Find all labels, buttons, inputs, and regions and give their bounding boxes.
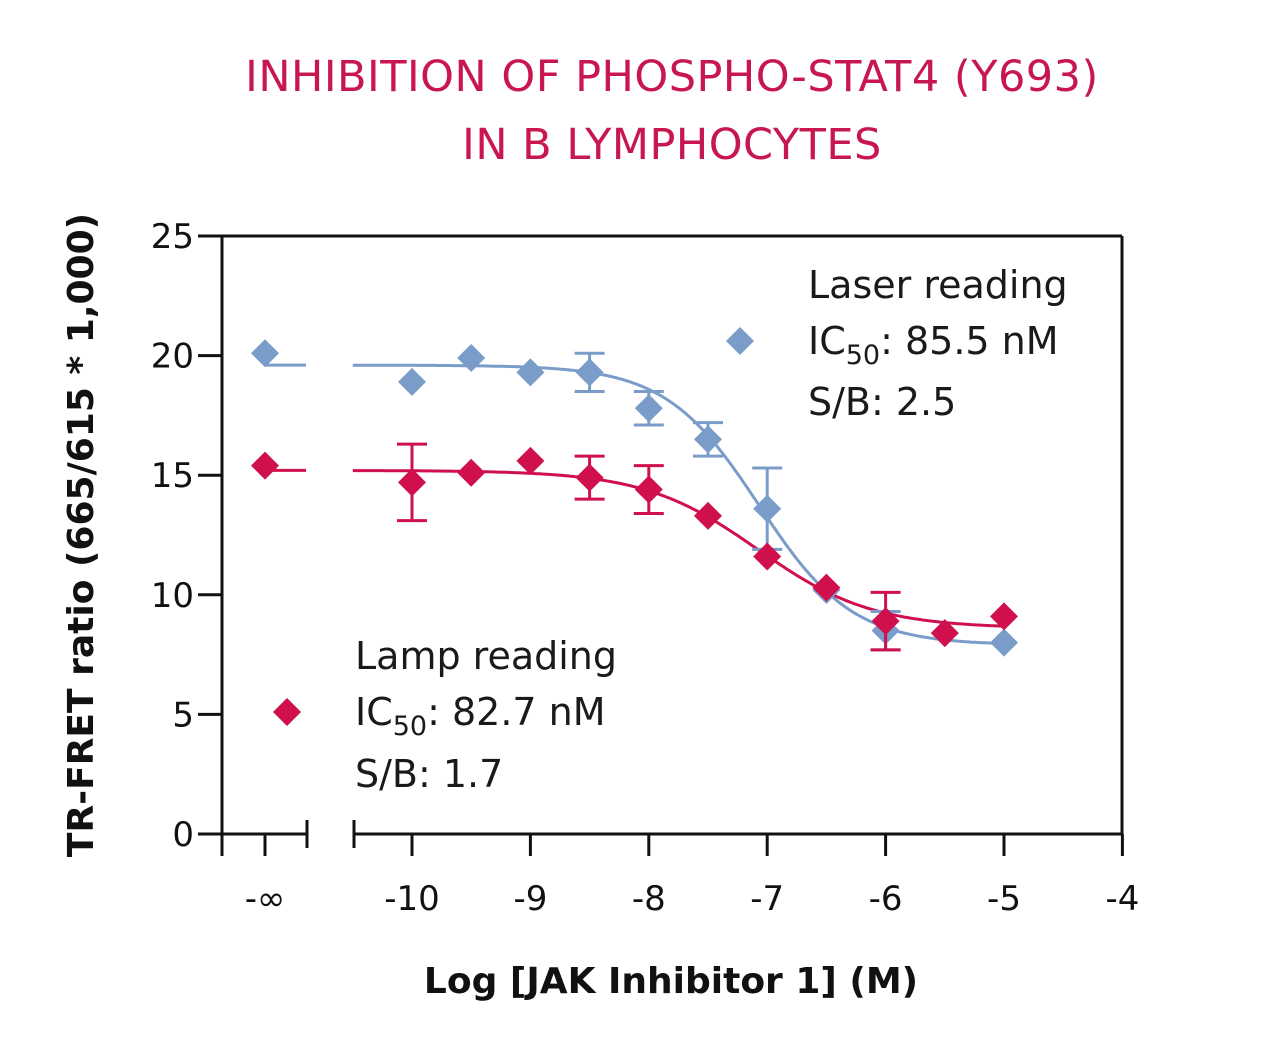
y-tick-label: 15 <box>151 456 194 496</box>
point-lamp <box>516 446 545 475</box>
y-tick-label: 0 <box>172 815 194 855</box>
legend-laser-name: Laser reading <box>808 263 1068 307</box>
y-axis-title: TR-FRET ratio (665/615 * 1,000) <box>61 213 102 857</box>
point-lamp <box>398 468 426 497</box>
legend-laser: Laser reading IC50: 85.5 nM S/B: 2.5 <box>808 263 1068 424</box>
x-tick-label: -6 <box>869 879 903 919</box>
x-tick-label: -5 <box>987 879 1021 919</box>
y-tick-label: 10 <box>151 576 194 616</box>
legend-laser-ic50-prefix: IC <box>808 319 846 363</box>
point-lamp <box>990 602 1018 631</box>
legends: Laser reading IC50: 85.5 nM S/B: 2.5 Lam… <box>355 263 1068 796</box>
x-tick-label: -8 <box>632 879 666 919</box>
legend-laser-ic50: IC50: 85.5 nM <box>808 319 1059 371</box>
x-tick-label: -7 <box>750 879 784 919</box>
point-laser <box>990 628 1018 657</box>
legend-lamp-name: Lamp reading <box>355 634 617 678</box>
point-lamp <box>812 573 841 602</box>
x-tick-label: -9 <box>513 879 547 919</box>
point-lamp-zero-dose <box>251 451 279 480</box>
y-tick-label: 25 <box>151 217 194 257</box>
point-lamp <box>871 607 900 636</box>
legend-lamp-ic50-prefix: IC <box>355 690 393 734</box>
point-laser <box>694 425 722 454</box>
legend-lamp-ic50-value: : 82.7 nM <box>427 690 605 734</box>
legend-lamp-ic50: IC50: 82.7 nM <box>355 690 606 742</box>
legend-lamp-sb: S/B: 1.7 <box>355 752 503 796</box>
legend-laser-ic50-sub: 50 <box>846 340 880 371</box>
point-lamp <box>634 475 663 504</box>
point-laser <box>516 358 545 387</box>
legend-marker-lamp <box>273 698 301 726</box>
point-laser <box>753 494 782 523</box>
point-lamp <box>575 463 604 492</box>
point-lamp <box>694 501 722 530</box>
data-markers <box>251 327 1018 726</box>
legend-laser-sb: S/B: 2.5 <box>808 380 956 424</box>
x-axis-title: Log [JAK Inhibitor 1] (M) <box>424 961 918 1002</box>
x-tick-label: -∞ <box>245 879 286 919</box>
point-lamp <box>753 542 782 571</box>
fit-curve-lamp <box>352 469 1005 628</box>
chart-axes: 0 5 10 15 20 25 -∞ -10 -9 -8 -7 -6 -5 -4 <box>151 217 1140 919</box>
legend-lamp-ic50-sub: 50 <box>393 711 427 742</box>
y-tick-label: 20 <box>151 337 194 377</box>
y-tick-label: 5 <box>172 695 194 735</box>
point-lamp <box>930 619 959 648</box>
x-tick-label: -10 <box>384 879 440 919</box>
x-tick-label: -4 <box>1105 879 1139 919</box>
legend-laser-ic50-value: : 85.5 nM <box>880 319 1058 363</box>
point-laser <box>457 343 486 372</box>
point-laser <box>634 394 663 423</box>
chart-title-line-1: INHIBITION OF PHOSPHO-STAT4 (Y693) <box>245 52 1099 102</box>
chart-title-line-2: IN B LYMPHOCYTES <box>462 120 882 170</box>
point-laser <box>398 367 426 396</box>
point-lamp <box>457 458 486 487</box>
legend-lamp: Lamp reading IC50: 82.7 nM S/B: 1.7 <box>355 634 617 796</box>
point-laser-zero-dose <box>251 339 279 368</box>
point-laser <box>575 358 604 387</box>
legend-marker-laser <box>726 327 754 355</box>
